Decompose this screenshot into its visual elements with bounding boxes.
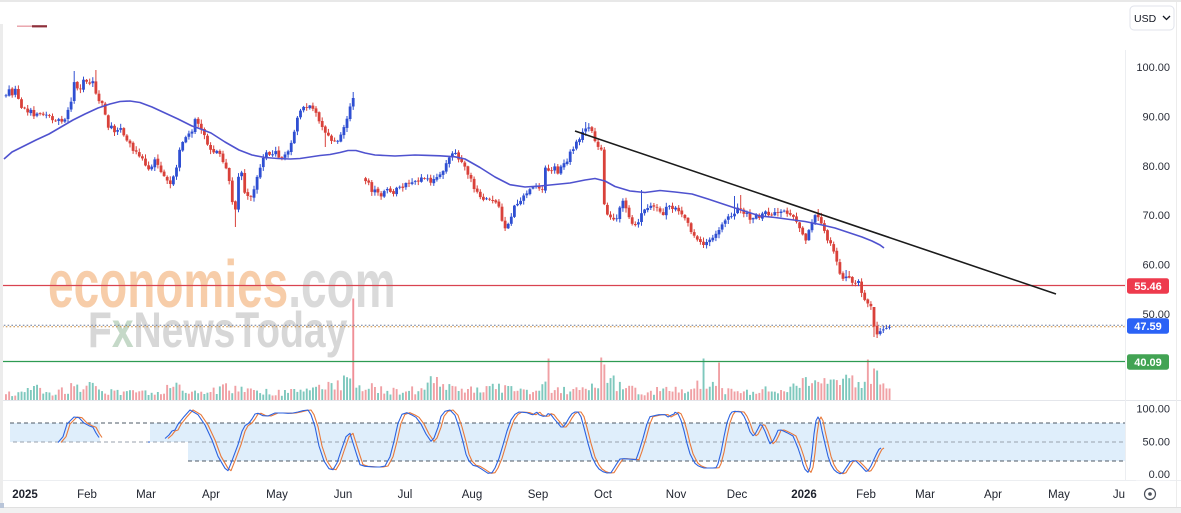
svg-text:Dec: Dec xyxy=(727,489,748,501)
svg-text:USD: USD xyxy=(1134,13,1157,25)
svg-text:economies.com: economies.com xyxy=(48,248,396,323)
svg-text:FxNewsToday: FxNewsToday xyxy=(88,302,347,358)
svg-text:Mar: Mar xyxy=(136,489,156,501)
svg-text:Apr: Apr xyxy=(202,489,220,501)
svg-text:100.00: 100.00 xyxy=(1136,404,1170,416)
svg-text:Apr: Apr xyxy=(984,489,1002,501)
svg-text:2025: 2025 xyxy=(12,489,38,501)
svg-text:Feb: Feb xyxy=(77,489,97,501)
svg-text:40.09: 40.09 xyxy=(1134,357,1162,369)
svg-text:0.00: 0.00 xyxy=(1149,469,1170,481)
svg-text:50.00: 50.00 xyxy=(1142,437,1170,449)
svg-text:Oct: Oct xyxy=(594,489,613,501)
svg-text:50.00: 50.00 xyxy=(1142,309,1170,321)
svg-text:70.00: 70.00 xyxy=(1142,210,1170,222)
svg-text:90.00: 90.00 xyxy=(1142,111,1170,123)
svg-text:80.00: 80.00 xyxy=(1142,161,1170,173)
svg-text:100.00: 100.00 xyxy=(1136,62,1170,74)
svg-text:Aug: Aug xyxy=(462,489,482,501)
svg-text:Jun: Jun xyxy=(334,489,353,501)
svg-text:Sep: Sep xyxy=(528,489,548,501)
svg-text:May: May xyxy=(1048,489,1070,501)
svg-text:55.46: 55.46 xyxy=(1134,281,1162,293)
svg-text:2026: 2026 xyxy=(791,489,817,501)
svg-text:Nov: Nov xyxy=(666,489,687,501)
svg-text:Feb: Feb xyxy=(856,489,876,501)
svg-text:60.00: 60.00 xyxy=(1142,260,1170,272)
svg-text:Ju: Ju xyxy=(1113,489,1125,501)
svg-text:May: May xyxy=(266,489,288,501)
svg-text:Mar: Mar xyxy=(915,489,935,501)
svg-text:Jul: Jul xyxy=(398,489,413,501)
svg-text:47.59: 47.59 xyxy=(1134,321,1162,333)
